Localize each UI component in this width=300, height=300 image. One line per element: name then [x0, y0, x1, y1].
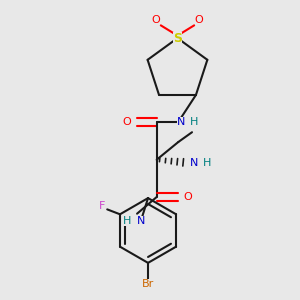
Text: N: N — [190, 158, 198, 168]
Text: N: N — [137, 216, 145, 226]
Text: H: H — [123, 216, 131, 226]
Text: O: O — [152, 15, 160, 26]
Text: O: O — [123, 117, 132, 128]
Text: O: O — [184, 192, 193, 202]
Text: S: S — [173, 32, 182, 45]
Text: Br: Br — [142, 280, 154, 290]
Text: H: H — [190, 117, 198, 128]
Text: N: N — [177, 117, 185, 128]
Text: F: F — [99, 201, 106, 212]
Text: O: O — [195, 15, 203, 26]
Text: H: H — [202, 158, 211, 168]
